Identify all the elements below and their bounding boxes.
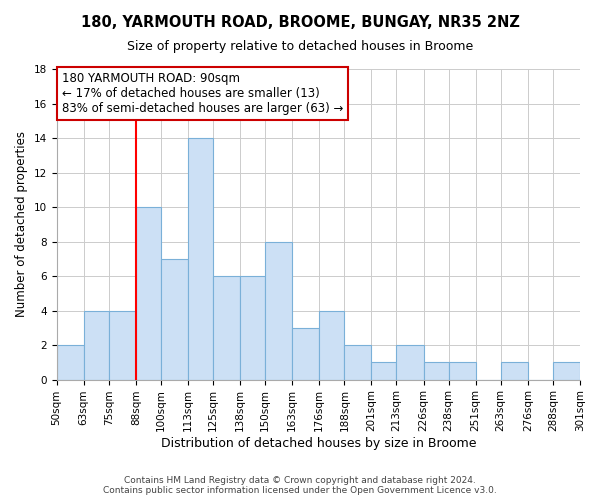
Bar [188, 138, 213, 380]
Bar [136, 207, 161, 380]
Bar [397, 345, 424, 380]
Text: 180, YARMOUTH ROAD, BROOME, BUNGAY, NR35 2NZ: 180, YARMOUTH ROAD, BROOME, BUNGAY, NR35… [80, 15, 520, 30]
Text: Contains HM Land Registry data © Crown copyright and database right 2024.
Contai: Contains HM Land Registry data © Crown c… [103, 476, 497, 495]
Text: 180 YARMOUTH ROAD: 90sqm
← 17% of detached houses are smaller (13)
83% of semi-d: 180 YARMOUTH ROAD: 90sqm ← 17% of detach… [62, 72, 343, 115]
Bar [83, 310, 109, 380]
Bar [501, 362, 528, 380]
Bar [292, 328, 319, 380]
Bar [109, 310, 136, 380]
Bar [553, 362, 580, 380]
Bar [424, 362, 449, 380]
Bar [265, 242, 292, 380]
Text: Size of property relative to detached houses in Broome: Size of property relative to detached ho… [127, 40, 473, 53]
Bar [344, 345, 371, 380]
Y-axis label: Number of detached properties: Number of detached properties [15, 132, 28, 318]
Bar [161, 259, 188, 380]
X-axis label: Distribution of detached houses by size in Broome: Distribution of detached houses by size … [161, 437, 476, 450]
Bar [240, 276, 265, 380]
Bar [371, 362, 397, 380]
Bar [213, 276, 240, 380]
Bar [319, 310, 344, 380]
Bar [449, 362, 476, 380]
Bar [56, 345, 83, 380]
